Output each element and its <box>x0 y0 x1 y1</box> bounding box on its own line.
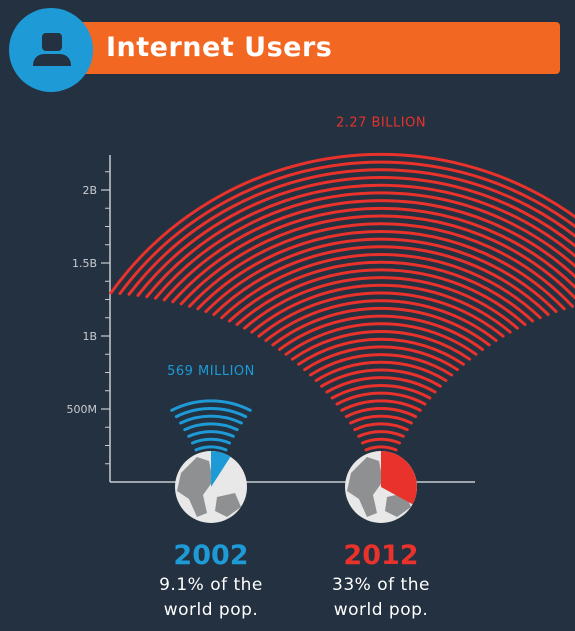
globe-icon <box>175 450 247 523</box>
signal-arc <box>314 360 448 382</box>
population-caption: 33% of the <box>332 575 430 595</box>
signal-arc <box>243 276 519 330</box>
signal-arc <box>191 437 231 445</box>
signal-arc <box>171 206 575 304</box>
signal-arc <box>335 391 427 406</box>
signal-arc <box>357 430 405 438</box>
signal-arc <box>109 152 575 295</box>
signal-arc <box>330 384 432 400</box>
tick-label: 2B <box>82 184 97 197</box>
bars <box>109 152 575 523</box>
signal-arc <box>220 253 542 320</box>
signal-arc <box>320 368 442 388</box>
signal-arc <box>284 322 478 356</box>
year-label: 2002 <box>173 540 248 571</box>
population-caption: world pop. <box>164 600 259 620</box>
signal-arc <box>235 268 527 326</box>
continent-shape <box>177 457 213 517</box>
signal-arc <box>250 283 512 334</box>
value-label: 2.27 BILLION <box>336 116 426 131</box>
year-label: 2012 <box>343 540 418 571</box>
continent-shape <box>215 493 241 517</box>
signal-arc <box>308 353 454 377</box>
signal-arc <box>278 314 484 351</box>
signal-arc <box>361 437 401 445</box>
signal-arc <box>340 399 422 412</box>
value-label: 569 MILLION <box>167 364 255 379</box>
signal-arc <box>145 183 575 299</box>
bar-2002 <box>170 399 252 452</box>
signal-arc <box>212 245 550 316</box>
signal-arc <box>353 422 409 432</box>
header-bar <box>74 22 560 74</box>
signal-arc <box>257 291 505 338</box>
population-caption: 9.1% of the <box>159 575 263 595</box>
signal-arc <box>290 330 472 361</box>
globe-icon <box>345 451 417 523</box>
signal-arc <box>118 160 575 295</box>
signal-arc <box>136 176 575 297</box>
continent-shape <box>347 457 383 517</box>
signal-arc <box>162 199 575 302</box>
signal-arc <box>127 168 575 296</box>
signal-arc <box>349 414 413 425</box>
signal-arc <box>264 299 498 342</box>
signal-arc <box>183 422 239 432</box>
tick-label: 1.5B <box>72 257 97 270</box>
signal-arc <box>187 430 235 438</box>
bar-2012 <box>109 152 575 452</box>
signal-arc <box>154 191 575 300</box>
signal-arc <box>303 345 459 372</box>
signal-arc <box>325 376 437 394</box>
signal-arc <box>174 407 248 419</box>
page-title: Internet Users <box>106 32 333 63</box>
y-axis: 500M 1B 1.5B 2B <box>67 155 475 483</box>
population-caption: world pop. <box>334 600 429 620</box>
tick-label: 1B <box>82 330 97 343</box>
labels: 569 MILLION 2002 9.1% of the world pop. 2.27… <box>159 116 430 620</box>
signal-arc <box>196 230 566 311</box>
signal-arc <box>344 407 418 419</box>
tick-label: 500M <box>67 403 98 416</box>
signal-arc <box>364 445 398 452</box>
signal-arc <box>227 260 535 323</box>
signal-arc <box>194 445 228 452</box>
signal-arc <box>170 399 252 412</box>
signal-arc <box>179 414 243 425</box>
avatar <box>9 8 93 92</box>
population-share-wedge <box>211 450 231 487</box>
signal-arc <box>204 237 558 314</box>
population-share-wedge <box>381 451 417 505</box>
signal-arc <box>297 337 465 366</box>
signal-arc <box>271 306 491 347</box>
signal-arc <box>179 214 575 306</box>
user-icon <box>33 33 71 66</box>
signal-arc <box>188 222 574 308</box>
